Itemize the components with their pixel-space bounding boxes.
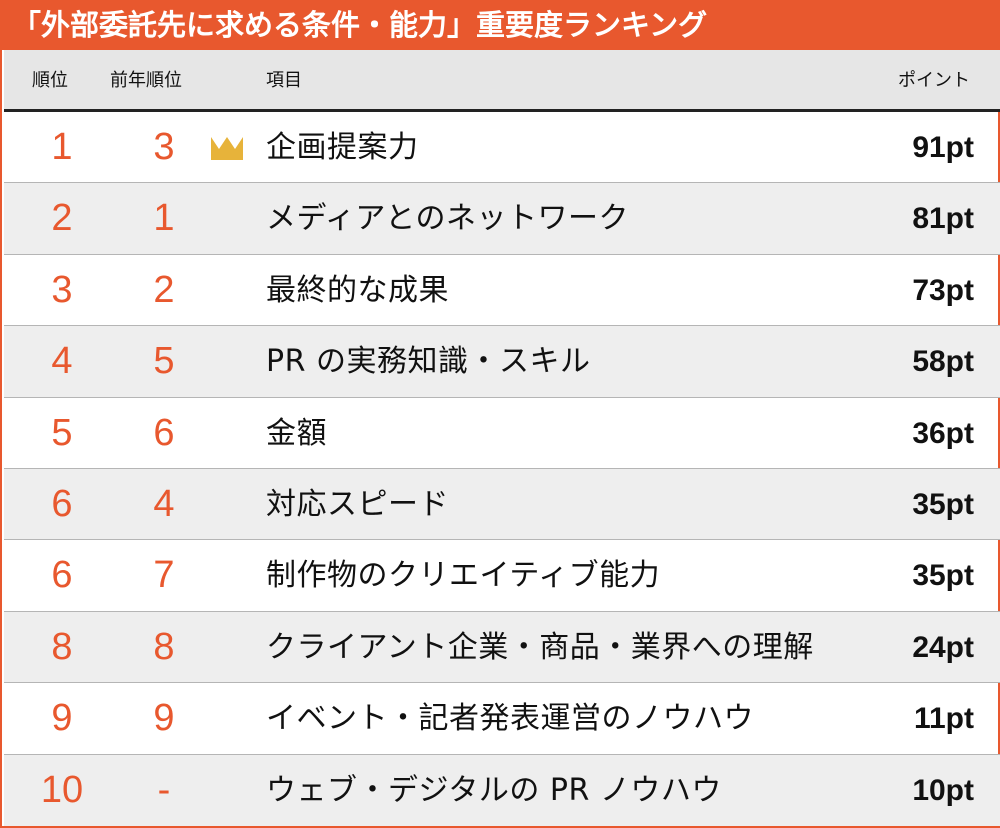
prev-rank-cell: 4: [153, 482, 175, 525]
rank-cell: 8: [51, 625, 73, 668]
item-cell: 制作物のクリエイティブ能力: [266, 558, 661, 594]
rank-cell: 10: [40, 768, 84, 811]
table-header: 順位 前年順位 項目 ポイント: [4, 50, 1000, 112]
prev-rank-cell: 7: [153, 554, 175, 597]
item-cell: 最終的な成果: [266, 272, 449, 308]
header-rank: 順位: [32, 70, 68, 91]
item-cell: メディアとのネットワーク: [266, 201, 629, 237]
rank-cell: 9: [51, 697, 73, 740]
table-body: 1 3 企画提案力 91pt 2 1 メディアとのネットワーク 81pt 3 2 最終的な成果 73p…: [4, 112, 1000, 826]
points-cell: 11pt: [913, 702, 974, 736]
rank-cell: 3: [51, 268, 73, 311]
crown-icon: [211, 137, 243, 160]
table-row: 10 - ウェブ・デジタルの PR ノウハウ 10pt: [4, 754, 1000, 826]
table-row: 3 2 最終的な成果 73pt: [4, 255, 1000, 327]
item-cell: 企画提案力: [266, 130, 419, 165]
table-row: 1 3 企画提案力 91pt: [4, 112, 1000, 184]
points-cell: 36pt: [912, 416, 974, 450]
table-row: 8 8 クライアント企業・商品・業界への理解 24pt: [4, 611, 1000, 684]
points-cell: 24pt: [912, 630, 974, 664]
prev-rank-cell: 8: [153, 625, 175, 668]
points-cell: 10pt: [912, 773, 974, 807]
table-row: 6 7 制作物のクリエイティブ能力 35pt: [4, 540, 1000, 612]
points-cell: 35pt: [912, 559, 974, 593]
points-cell: 35pt: [912, 487, 974, 521]
table-row: 2 1 メディアとのネットワーク 81pt: [4, 183, 1000, 255]
points-cell: 91pt: [912, 131, 974, 164]
table-row: 5 6 金額 36pt: [4, 398, 1000, 469]
points-cell: 81pt: [912, 202, 974, 236]
header-points: ポイント: [898, 70, 970, 91]
item-cell: ウェブ・デジタルの PR ノウハウ: [266, 772, 722, 808]
header-prev-rank: 前年順位: [110, 70, 182, 91]
item-cell: イベント・記者発表運営のノウハウ: [266, 701, 754, 737]
prev-rank-cell: 6: [153, 411, 175, 454]
rank-cell: 2: [51, 197, 73, 240]
item-cell: クライアント企業・商品・業界への理解: [266, 629, 814, 665]
table-row: 6 4 対応スピード 35pt: [4, 468, 1000, 541]
rank-cell: 4: [51, 340, 73, 383]
item-cell: PR の実務知識・スキル: [266, 344, 591, 380]
prev-rank-cell: -: [157, 768, 171, 811]
table-row: 9 9 イベント・記者発表運営のノウハウ 11pt: [4, 683, 1000, 755]
chart-title: 「外部委託先に求める条件・能力」重要度ランキング: [2, 0, 1000, 50]
points-cell: 73pt: [912, 273, 974, 307]
rank-cell: 1: [51, 126, 73, 168]
prev-rank-cell: 9: [153, 697, 175, 740]
rank-cell: 6: [51, 482, 73, 525]
prev-rank-cell: 1: [153, 197, 175, 240]
prev-rank-cell: 2: [153, 268, 175, 311]
item-cell: 対応スピード: [266, 486, 449, 522]
header-item: 項目: [266, 70, 302, 91]
rank-cell: 6: [51, 554, 73, 597]
rank-cell: 5: [51, 411, 73, 454]
prev-rank-cell: 5: [153, 340, 175, 383]
table-row: 4 5 PR の実務知識・スキル 58pt: [4, 326, 1000, 398]
points-cell: 58pt: [912, 345, 974, 379]
item-cell: 金額: [266, 415, 327, 451]
prev-rank-cell: 3: [153, 126, 175, 168]
